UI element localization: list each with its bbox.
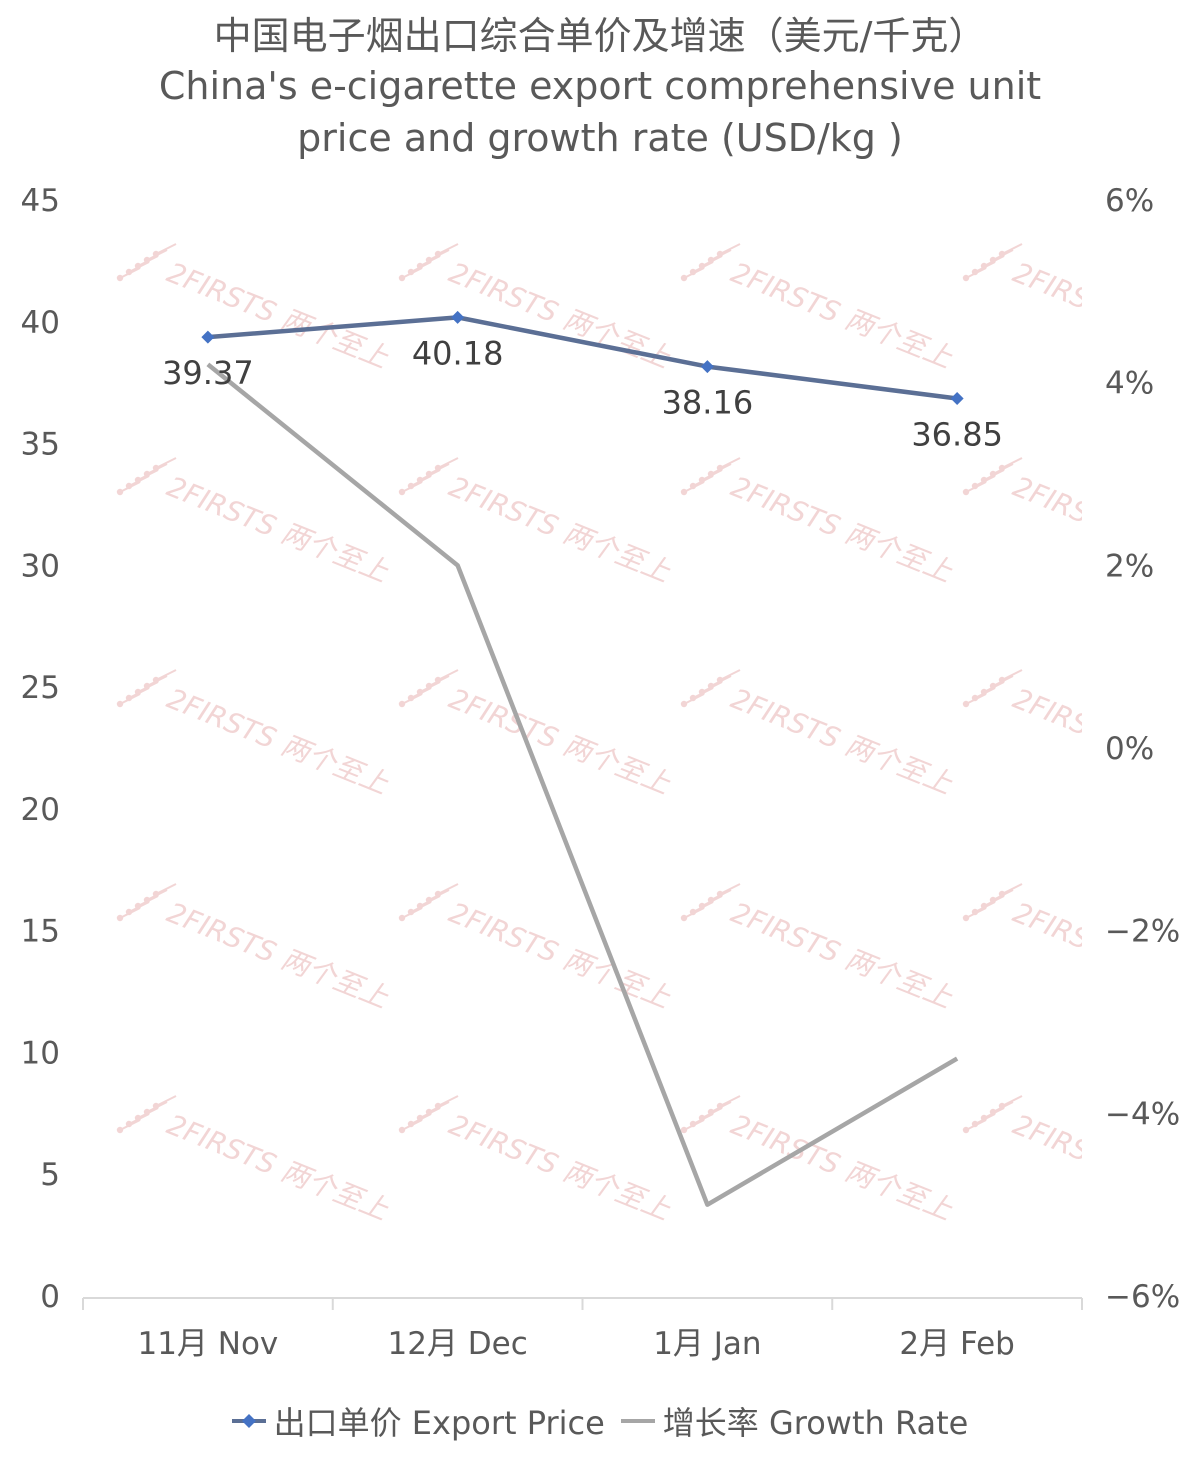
watermark-logo: 2FIRSTS 两个至上 [680,1095,958,1227]
watermark-logo: 2FIRSTS 两个至上 [962,243,1200,375]
watermark-stroke [155,883,177,895]
watermark-stroke [1001,243,1023,255]
watermark-text: 2FIRSTS 两个至上 [726,256,957,375]
watermark-text: 2FIRSTS 两个至上 [162,1108,393,1227]
watermark-stroke [437,243,459,255]
x-tick-label: 2月 Feb [899,1326,1014,1362]
axes: 11月 Nov 12月 Dec 1月 Jan 2月 Feb 0 5 10 15 20 25 30 35… [21,183,1181,1362]
growth-rate-series [206,362,959,1207]
watermark-stroke [155,669,177,681]
watermark-logo: 2FIRSTS 两个至上 [680,669,958,801]
export-price-line [207,315,958,401]
chart-title-en-line1: China's e-cigarette export comprehensive… [158,64,1042,108]
watermark-stroke [437,1095,459,1107]
watermark-stroke [155,457,177,469]
y-left-tick-label: 40 [21,305,60,341]
watermark-logo: 2FIRSTS 两个至上 [680,883,958,1015]
y-left-tick-label: 35 [21,427,60,463]
y-left-tick-label: 15 [21,914,60,950]
watermark-text: 2FIRSTS 两个至上 [162,682,393,801]
watermark-logo: 2FIRSTS 两个至上 [116,1095,394,1227]
y-right-tick-label: −6% [1105,1279,1180,1315]
watermark-stroke [719,243,741,255]
chart-title-en-line2: price and growth rate (USD/kg ) [297,116,903,160]
watermark-logo: 2FIRSTS 两个至上 [962,669,1082,801]
export-price-data-label: 39.37 [162,354,254,392]
y-left-tick-label: 30 [21,548,60,584]
y-right-tick-label: 0% [1105,731,1154,767]
watermark-logo: 2FIRSTS 两个至上 [398,457,676,589]
x-tick-label: 11月 Nov [137,1326,278,1362]
watermark-text: 2FIRSTS 两个至上 [444,896,675,1015]
export-price-marker [700,360,714,374]
export-price-marker [201,330,215,344]
watermark-text: 2FIRSTS 两个至上 [444,470,675,589]
watermark-logo: 2FIRSTS 两个至上 [116,243,394,375]
watermark-stroke [1001,669,1023,681]
watermark-stroke [719,669,741,681]
watermark-stroke [437,669,459,681]
watermark-stroke [437,883,459,895]
watermark-text: 2FIRSTS 两个至上 [162,896,393,1015]
legend-label-growth-rate: 增长率 Growth Rate [662,1404,969,1442]
export-price-marker [451,310,465,324]
watermark-text: 2FIRSTS 两个至上 [1008,256,1200,375]
watermark-text: 2FIRSTS 两个至上 [726,470,957,589]
y-right-tick-label: 4% [1105,366,1154,402]
watermark-logo: 2FIRSTS 两个至上 [680,457,958,589]
watermark-text: 2FIRSTS 两个至上 [726,682,957,801]
y-right-tick-label: −4% [1105,1096,1180,1132]
legend-item-growth-rate[interactable]: 增长率 Growth Rate [620,1398,969,1444]
y-right-tick-label: 2% [1105,548,1154,584]
export-price-series [201,310,964,405]
y-left-tick-label: 10 [21,1035,60,1071]
watermark-stroke [1001,883,1023,895]
watermark-logo: 2FIRSTS 两个至上 [398,883,676,1015]
watermark-stroke [719,1095,741,1107]
watermark-stroke [437,457,459,469]
watermark-stroke [155,243,177,255]
y-left-tick-label: 25 [21,670,60,706]
watermark-text: 2FIRSTS 两个至上 [444,682,675,801]
legend-item-export-price[interactable]: 出口单价 Export Price [231,1398,605,1444]
watermark-stroke [719,883,741,895]
watermark-text: 2FIRSTS 两个至上 [444,1108,675,1227]
export-price-data-label: 38.16 [662,384,754,422]
watermark-stroke [1001,1095,1023,1107]
data-labels: 39.37 40.18 38.16 36.85 [162,334,1003,453]
export-price-data-label: 40.18 [412,334,504,372]
legend-label-export-price: 出口单价 Export Price [273,1404,605,1442]
export-price-marker [950,391,964,405]
y-left-tick-label: 20 [21,792,60,828]
y-right-tick-label: −2% [1105,914,1180,950]
y-left-tick-label: 5 [40,1157,60,1193]
x-tick-label: 1月 Jan [653,1326,761,1362]
watermark-stroke [1001,457,1023,469]
watermark-logo: 2FIRSTS 两个至上 [398,669,676,801]
diamond-line-icon [231,1414,266,1428]
chart-title-cn: 中国电子烟出口综合单价及增速（美元/千克） [213,14,987,58]
watermark-logo: 2FIRSTS 两个至上 [962,457,1082,589]
watermark-stroke [719,457,741,469]
watermark-logo: 2FIRSTS 两个至上 [116,669,394,801]
watermark-logo: 2FIRSTS 两个至上 [116,883,394,1015]
watermark-text: 2FIRSTS 两个至上 [726,896,957,1015]
watermark-logo: 2FIRSTS 两个至上 [398,1095,676,1227]
x-tick-label: 12月 Dec [387,1326,527,1362]
growth-rate-line [206,362,959,1207]
y-right-tick-label: 6% [1105,183,1154,219]
export-price-data-label: 36.85 [911,415,1003,453]
y-left-tick-label: 0 [40,1279,60,1315]
legend: 出口单价 Export Price 增长率 Growth Rate [0,1398,1200,1444]
watermark-stroke [155,1095,177,1107]
line-icon [620,1419,655,1423]
y-left-tick-label: 45 [21,183,60,219]
watermark-logo: 2FIRSTS 两个至上 [680,243,958,375]
